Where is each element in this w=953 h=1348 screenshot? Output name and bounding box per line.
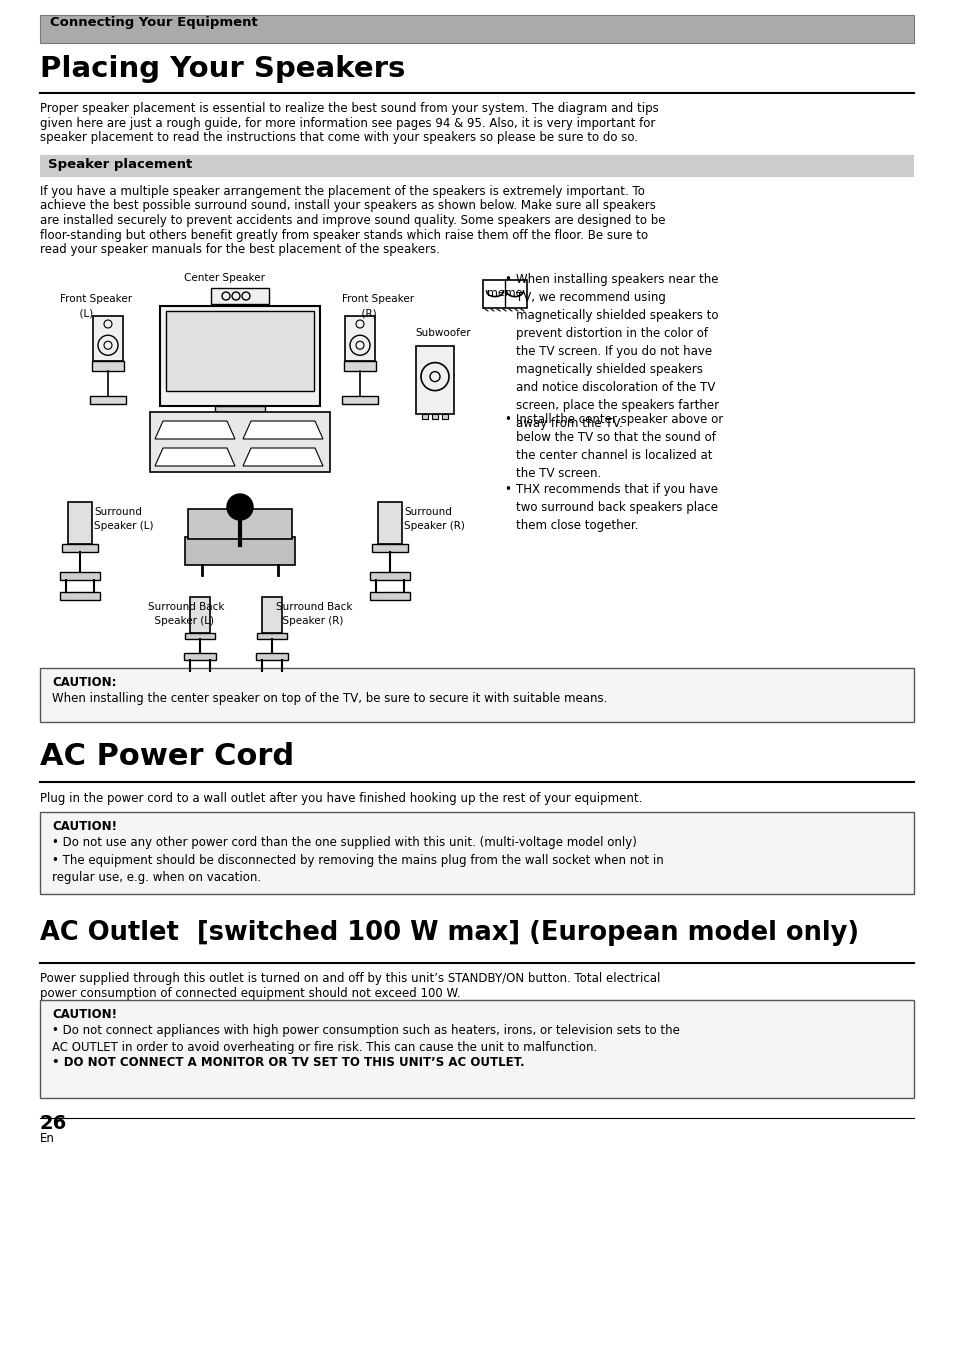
Text: Center Speaker: Center Speaker [184, 274, 265, 283]
Bar [160, 306, 319, 406]
Text: Surround
Speaker (L): Surround Speaker (L) [94, 507, 153, 531]
Text: • Do not connect appliances with high power consumption such as heaters, irons, : • Do not connect appliances with high po… [52, 1024, 679, 1054]
Text: AC Power Cord: AC Power Cord [40, 741, 294, 771]
Bar [40, 155, 913, 177]
Bar [40, 669, 913, 723]
Bar [150, 412, 330, 472]
Text: Surround
Speaker (R): Surround Speaker (R) [403, 507, 464, 531]
Polygon shape [243, 421, 323, 439]
Bar [372, 545, 408, 551]
Bar [262, 597, 282, 634]
Bar [92, 315, 123, 361]
Bar [40, 15, 913, 43]
Bar [68, 501, 91, 545]
Bar [166, 311, 314, 391]
Bar [185, 634, 214, 639]
Bar [377, 501, 401, 545]
Bar [441, 414, 448, 419]
Bar [62, 545, 98, 551]
Text: speaker placement to read the instructions that come with your speakers so pleas: speaker placement to read the instructio… [40, 131, 638, 144]
Text: Speaker placement: Speaker placement [48, 158, 193, 171]
Text: Connecting Your Equipment: Connecting Your Equipment [50, 16, 257, 30]
Bar [60, 592, 100, 600]
Bar [211, 288, 269, 305]
Text: 26: 26 [40, 1113, 67, 1134]
Bar [255, 671, 288, 677]
Text: Subwoofer: Subwoofer [415, 328, 470, 338]
Text: When installing the center speaker on top of the TV, be sure to secure it with s: When installing the center speaker on to… [52, 692, 607, 705]
Bar [188, 510, 292, 539]
Text: Front Speaker
      (R): Front Speaker (R) [341, 294, 414, 318]
Polygon shape [243, 448, 323, 466]
Bar [256, 634, 287, 639]
Text: are installed securely to prevent accidents and improve sound quality. Some spea: are installed securely to prevent accide… [40, 214, 665, 226]
Bar [91, 361, 124, 371]
Bar [185, 537, 294, 565]
Bar [416, 346, 454, 414]
Text: If you have a multiple speaker arrangement the placement of the speakers is extr: If you have a multiple speaker arrangeme… [40, 185, 644, 198]
Text: CAUTION!: CAUTION! [52, 1008, 117, 1020]
Bar [370, 592, 410, 600]
Bar [90, 396, 126, 404]
Text: •: • [503, 412, 511, 426]
Bar [482, 280, 526, 307]
Text: •: • [503, 483, 511, 496]
Bar [184, 652, 215, 661]
Text: memo: memo [487, 288, 522, 298]
Circle shape [227, 493, 253, 520]
Bar [341, 396, 377, 404]
Text: Surround Back
  Speaker (R): Surround Back Speaker (R) [275, 603, 352, 625]
Text: CAUTION!: CAUTION! [52, 820, 117, 833]
Text: achieve the best possible surround sound, install your speakers as shown below. : achieve the best possible surround sound… [40, 200, 656, 213]
Text: CAUTION:: CAUTION: [52, 675, 116, 689]
Text: Proper speaker placement is essential to realize the best sound from your system: Proper speaker placement is essential to… [40, 102, 659, 115]
Bar [60, 572, 100, 580]
Bar [421, 414, 428, 419]
Text: • The equipment should be disconnected by removing the mains plug from the wall : • The equipment should be disconnected b… [52, 855, 663, 884]
Text: • Do not use any other power cord than the one supplied with this unit. (multi-v: • Do not use any other power cord than t… [52, 836, 637, 849]
Text: When installing speakers near the
TV, we recommend using
magnetically shielded s: When installing speakers near the TV, we… [516, 274, 719, 430]
Text: power consumption of connected equipment should not exceed 100 W.: power consumption of connected equipment… [40, 987, 460, 999]
Text: AC Outlet  [switched 100 W max] (European model only): AC Outlet [switched 100 W max] (European… [40, 919, 859, 946]
Text: Plug in the power cord to a wall outlet after you have finished hooking up the r: Plug in the power cord to a wall outlet … [40, 793, 641, 805]
Bar [214, 406, 265, 412]
Polygon shape [154, 448, 234, 466]
Bar [344, 361, 375, 371]
Text: THX recommends that if you have
two surround back speakers place
them close toge: THX recommends that if you have two surr… [516, 483, 718, 532]
Text: Install the center speaker above or
below the TV so that the sound of
the center: Install the center speaker above or belo… [516, 412, 722, 480]
Text: read your speaker manuals for the best placement of the speakers.: read your speaker manuals for the best p… [40, 243, 439, 256]
Text: Front Speaker
      (L): Front Speaker (L) [60, 294, 132, 318]
Bar [255, 652, 288, 661]
Bar [432, 414, 437, 419]
Bar [345, 315, 375, 361]
Text: Power supplied through this outlet is turned on and off by this unit’s STANDBY/O: Power supplied through this outlet is tu… [40, 972, 659, 985]
Bar [40, 811, 913, 894]
Text: •: • [503, 274, 511, 286]
Text: Surround Back
  Speaker (L): Surround Back Speaker (L) [148, 603, 224, 625]
Bar [370, 572, 410, 580]
Bar [184, 671, 215, 677]
Text: Placing Your Speakers: Placing Your Speakers [40, 55, 405, 84]
Bar [190, 597, 210, 634]
Bar [40, 1000, 913, 1099]
Polygon shape [154, 421, 234, 439]
Text: • DO NOT CONNECT A MONITOR OR TV SET TO THIS UNIT’S AC OUTLET.: • DO NOT CONNECT A MONITOR OR TV SET TO … [52, 1055, 524, 1069]
Text: floor-standing but others benefit greatly from speaker stands which raise them o: floor-standing but others benefit greatl… [40, 229, 647, 241]
Text: En: En [40, 1132, 55, 1144]
Text: given here are just a rough guide, for more information see pages 94 & 95. Also,: given here are just a rough guide, for m… [40, 116, 655, 129]
